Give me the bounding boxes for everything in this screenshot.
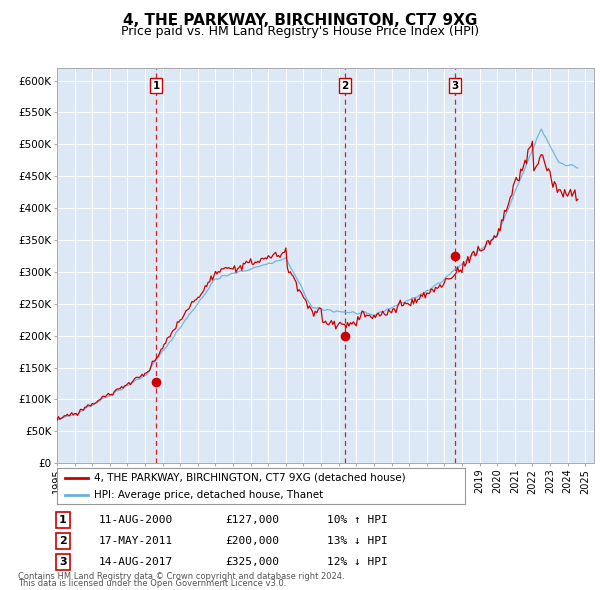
- Text: £325,000: £325,000: [225, 557, 279, 566]
- Text: 12% ↓ HPI: 12% ↓ HPI: [327, 557, 388, 566]
- Text: 2: 2: [341, 81, 349, 91]
- Text: 3: 3: [59, 557, 67, 566]
- Text: £200,000: £200,000: [225, 536, 279, 546]
- Text: 10% ↑ HPI: 10% ↑ HPI: [327, 516, 388, 525]
- Text: 1: 1: [152, 81, 160, 91]
- Text: HPI: Average price, detached house, Thanet: HPI: Average price, detached house, Than…: [94, 490, 323, 500]
- Text: 1: 1: [59, 516, 67, 525]
- Text: £127,000: £127,000: [225, 516, 279, 525]
- Text: This data is licensed under the Open Government Licence v3.0.: This data is licensed under the Open Gov…: [18, 579, 286, 588]
- Text: 13% ↓ HPI: 13% ↓ HPI: [327, 536, 388, 546]
- Text: 4, THE PARKWAY, BIRCHINGTON, CT7 9XG: 4, THE PARKWAY, BIRCHINGTON, CT7 9XG: [123, 13, 477, 28]
- Text: Price paid vs. HM Land Registry's House Price Index (HPI): Price paid vs. HM Land Registry's House …: [121, 25, 479, 38]
- Text: 2: 2: [59, 536, 67, 546]
- Text: 4, THE PARKWAY, BIRCHINGTON, CT7 9XG (detached house): 4, THE PARKWAY, BIRCHINGTON, CT7 9XG (de…: [94, 473, 406, 483]
- Text: 11-AUG-2000: 11-AUG-2000: [99, 516, 173, 525]
- Text: 14-AUG-2017: 14-AUG-2017: [99, 557, 173, 566]
- Text: Contains HM Land Registry data © Crown copyright and database right 2024.: Contains HM Land Registry data © Crown c…: [18, 572, 344, 581]
- Text: 3: 3: [452, 81, 459, 91]
- Text: 17-MAY-2011: 17-MAY-2011: [99, 536, 173, 546]
